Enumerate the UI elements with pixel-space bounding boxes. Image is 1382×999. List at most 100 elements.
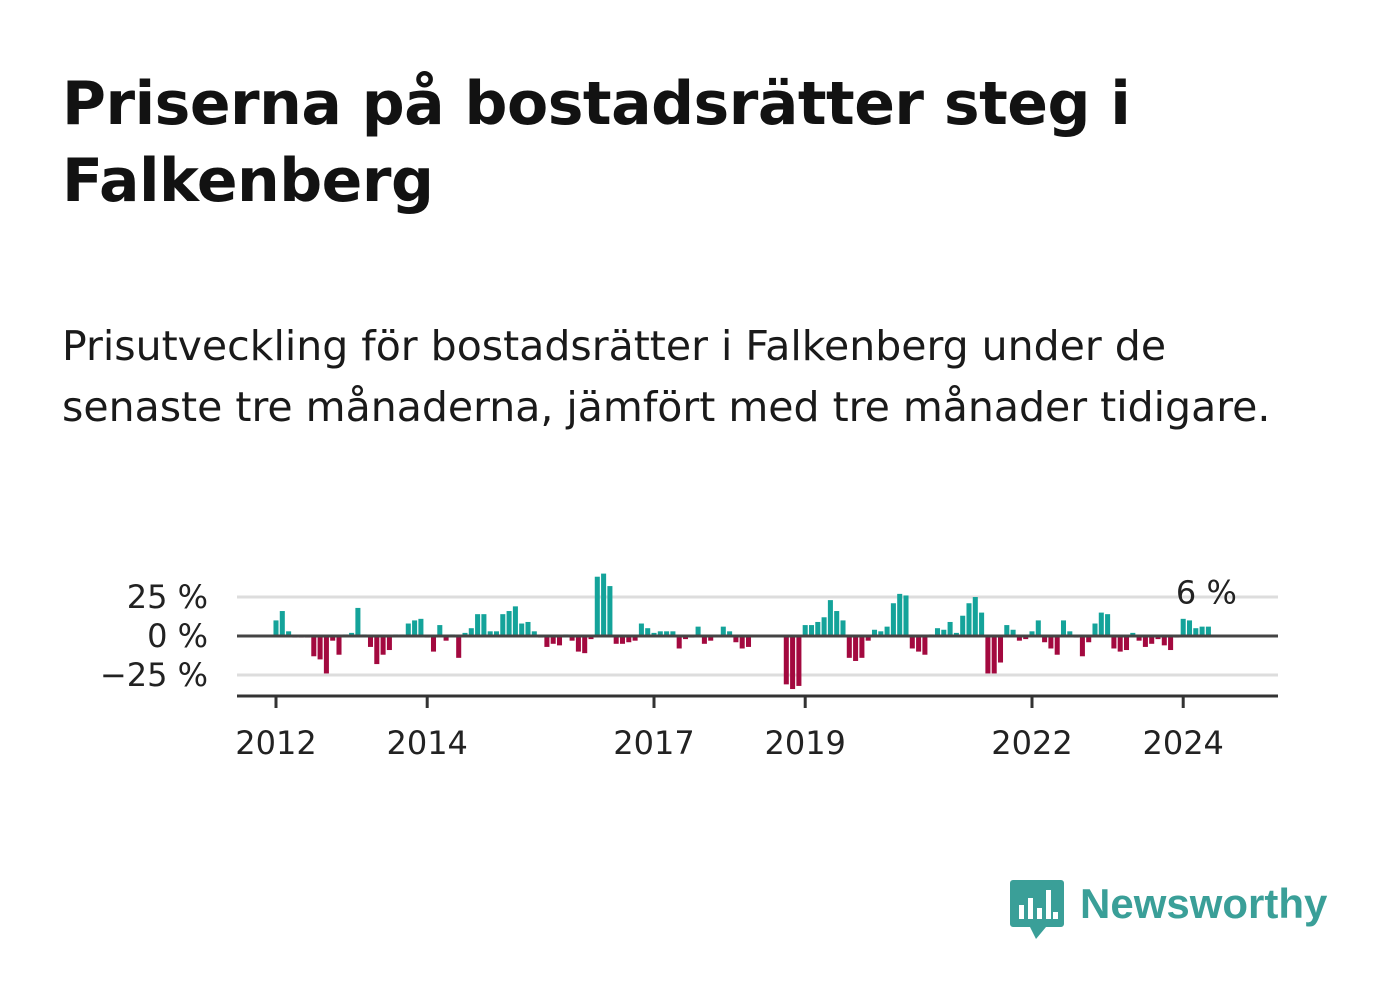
x-tick-label: 2022: [991, 724, 1072, 762]
bar: [273, 620, 279, 636]
bar: [311, 636, 317, 657]
bar: [1193, 628, 1199, 636]
bar: [878, 631, 884, 636]
bar: [1168, 636, 1174, 651]
bar: [374, 636, 380, 665]
bar: [1079, 636, 1085, 657]
bar: [607, 586, 613, 636]
bar: [550, 636, 556, 644]
bar: [323, 636, 329, 674]
bar: [853, 636, 859, 661]
bar: [1048, 636, 1054, 649]
bar: [1035, 620, 1041, 636]
bar: [953, 632, 959, 636]
bar: [1149, 636, 1155, 644]
bar: [815, 621, 821, 636]
y-tick-label: 0 %: [147, 617, 208, 655]
bar: [556, 636, 563, 646]
bar: [645, 628, 651, 636]
bar: [708, 636, 714, 641]
bar: [500, 614, 506, 636]
bar: [506, 611, 512, 636]
bar: [336, 636, 342, 655]
bar: [1199, 626, 1205, 636]
bar: [412, 620, 418, 636]
bar: [405, 623, 411, 636]
bar: [456, 636, 462, 658]
bar: [821, 617, 827, 636]
bar: [997, 636, 1004, 663]
bar: [613, 636, 619, 644]
bar: [890, 603, 896, 636]
bar: [380, 636, 386, 655]
bar: [846, 636, 852, 658]
bar: [1086, 636, 1092, 643]
bar: [865, 636, 871, 641]
bar: [512, 606, 518, 636]
bar: [720, 626, 726, 636]
bar: [638, 623, 644, 636]
bar: [1111, 636, 1117, 649]
bar: [727, 631, 733, 636]
bar: [903, 595, 909, 636]
bar: [972, 597, 978, 636]
bar: [657, 631, 663, 636]
bar: [1142, 636, 1148, 647]
bar: [487, 631, 493, 636]
bar: [871, 629, 878, 636]
bar: [840, 620, 846, 636]
bar: [790, 636, 796, 690]
bar: [1180, 618, 1186, 636]
bar: [330, 636, 336, 641]
bar: [934, 628, 941, 636]
x-tick-label: 2014: [386, 724, 467, 762]
y-axis-labels: 25 %0 %−25 %: [100, 578, 208, 694]
bar: [632, 636, 638, 641]
bar-chart: 25 %0 %−25 % 2012 2014 2017 2019 2022 2024 6 …: [100, 573, 1278, 762]
bar: [1123, 636, 1130, 651]
bar: [481, 614, 487, 636]
bar: [676, 636, 682, 649]
bar: [525, 621, 531, 636]
bar: [279, 611, 285, 636]
bar: [884, 626, 890, 636]
bar: [437, 625, 443, 636]
bar: [544, 636, 550, 647]
bar: [802, 625, 808, 636]
bar: [1161, 636, 1167, 646]
bar: [1130, 632, 1136, 636]
bar: [588, 636, 594, 640]
bar: [834, 611, 840, 636]
bar: [916, 636, 922, 652]
x-axis-labels: 2012 2014 2017 2019 2022 2024: [235, 696, 1224, 762]
bar: [531, 631, 537, 636]
x-tick-label: 2012: [235, 724, 316, 762]
bar: [493, 631, 500, 636]
bar: [367, 636, 374, 647]
bar: [443, 636, 449, 641]
bar: [1092, 623, 1098, 636]
chart-subtitle: Prisutveckling för bostadsrätter i Falke…: [62, 322, 1271, 431]
bar: [349, 632, 355, 636]
bar: [979, 612, 985, 636]
grid-lines: [237, 595, 1278, 677]
bar: [796, 636, 802, 686]
x-tick-label: 2019: [764, 724, 845, 762]
bar: [1016, 636, 1022, 641]
bar: [601, 573, 607, 636]
bar: [317, 636, 323, 660]
bar: [519, 623, 525, 636]
brand-name: Newsworthy: [1080, 880, 1328, 927]
bar: [355, 607, 361, 636]
bar: [468, 628, 474, 636]
bar: [462, 632, 468, 636]
bar: [575, 636, 581, 652]
y-tick-label: −25 %: [100, 656, 208, 694]
axes: [237, 634, 1278, 698]
bar: [783, 636, 789, 685]
bar: [569, 636, 575, 641]
bar: [739, 636, 745, 649]
bar: [286, 631, 292, 636]
bar: [1205, 626, 1211, 636]
bar: [418, 618, 424, 636]
